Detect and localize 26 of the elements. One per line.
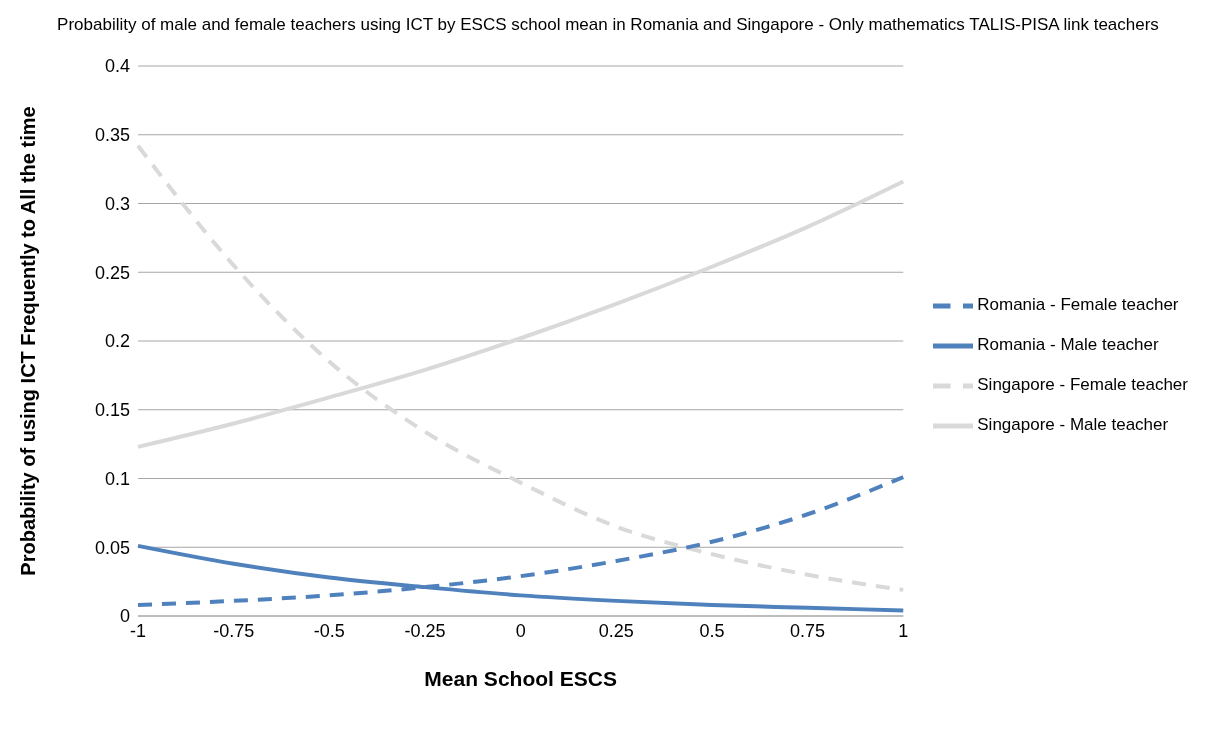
legend-label: Singapore - Male teacher	[977, 415, 1169, 435]
legend-label: Romania - Female teacher	[977, 295, 1179, 315]
y-tick-label: 0	[119, 606, 130, 627]
x-axis-title: Mean School ESCS	[424, 667, 617, 690]
y-tick-label: 0.4	[104, 56, 130, 77]
y-tick-label: 0.35	[94, 125, 130, 146]
x-tick-label: 0	[515, 620, 526, 641]
x-tick-label: 0.75	[790, 620, 826, 641]
x-tick-label: -0.5	[313, 620, 345, 641]
chart-title: Probability of male and female teachers using ICT by ESCS school mean in Romania and Singapore - Only mathematics TALIS-PISA link teachers	[56, 14, 1160, 36]
y-axis-title: Probability of using ICT Frequently to All the time	[17, 106, 40, 576]
x-tick-label: -0.25	[404, 620, 446, 641]
x-tick-label: 0.25	[598, 620, 634, 641]
legend-label: Romania - Male teacher	[977, 335, 1159, 355]
x-tick-label: 0.5	[699, 620, 725, 641]
x-tick-label: 1	[898, 620, 909, 641]
x-tick-label: -0.75	[213, 620, 255, 641]
line-series	[136, 143, 906, 592]
y-tick-label: 0.05	[94, 537, 130, 558]
y-tick-label: 0.3	[104, 193, 130, 214]
y-tick-label: 0.15	[94, 400, 130, 421]
legend-label: Singapore - Female teacher	[977, 375, 1188, 395]
x-tick-label: -1	[129, 620, 147, 641]
y-tick-label: 0.2	[104, 331, 130, 352]
y-tick-label: 0.1	[104, 468, 130, 489]
y-tick-label: 0.25	[94, 262, 130, 283]
